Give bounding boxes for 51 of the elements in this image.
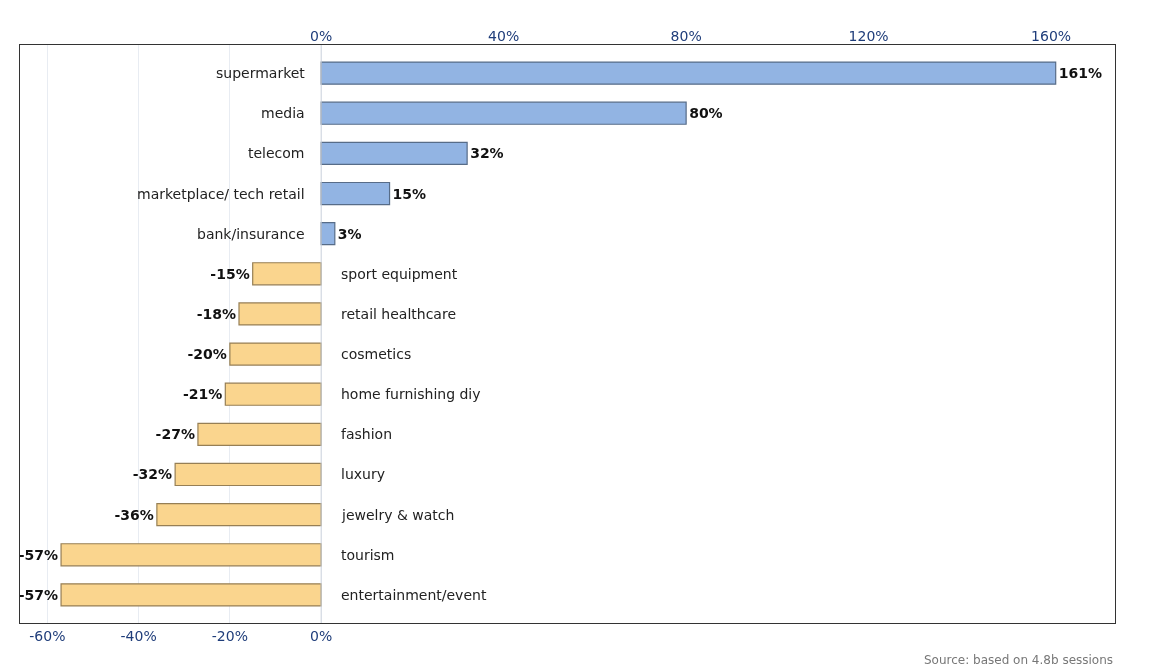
data-label: -21%	[182, 386, 223, 403]
data-label: -36%	[114, 506, 154, 523]
y-tick-label: luxury	[341, 466, 385, 482]
y-tick-label: cosmetics	[341, 346, 412, 362]
bar	[174, 462, 322, 487]
bar	[320, 101, 687, 125]
bar	[320, 141, 468, 166]
x-tick-label: -40%	[120, 627, 157, 644]
y-tick-label: telecom	[248, 145, 305, 161]
y-tick-label: media	[261, 105, 305, 121]
bar	[156, 502, 322, 527]
data-label: -27%	[155, 426, 195, 443]
data-label: -20%	[187, 346, 227, 363]
data-label: 32%	[470, 145, 504, 162]
y-tick-label: bank/insurance	[197, 226, 305, 242]
bar	[197, 422, 322, 446]
x2-tick-label: 120%	[848, 28, 889, 45]
data-label: -18%	[196, 305, 236, 322]
x2-tick-label: 160%	[1031, 28, 1072, 45]
x2-tick-label: 0%	[310, 28, 333, 45]
bar	[224, 382, 322, 406]
data-label: 80%	[689, 105, 723, 122]
y-tick-label: entertainment/event	[341, 587, 487, 603]
x2-tick-label: 40%	[488, 28, 520, 45]
y-tick-label: marketplace/ tech retail	[137, 186, 305, 202]
bar	[238, 302, 322, 326]
bar	[229, 342, 322, 366]
bar	[320, 181, 391, 206]
y-tick-label: sport equipment	[341, 266, 458, 282]
y-tick-label: tourism	[341, 547, 395, 563]
data-label: 3%	[337, 225, 362, 242]
bar	[252, 262, 322, 286]
x2-tick-label: 80%	[670, 28, 702, 45]
data-label: -15%	[210, 265, 250, 282]
source-note: Source: based on 4.8b sessions	[924, 653, 1114, 667]
data-label: 161%	[1058, 65, 1102, 82]
x-tick-label: -20%	[211, 627, 248, 644]
data-label: 15%	[392, 185, 427, 202]
y-tick-label: fashion	[341, 426, 393, 442]
x-tick-label: 0%	[310, 627, 333, 644]
y-tick-label: home furnishing diy	[341, 386, 481, 402]
data-label: -57%	[18, 586, 59, 603]
bar	[60, 583, 322, 607]
data-label: -57%	[18, 546, 59, 563]
y-tick-label: jewelry & watch	[341, 507, 455, 523]
x-tick-label: -60%	[29, 627, 66, 644]
y-tick-label: retail healthcare	[341, 306, 457, 322]
y-tick-label: supermarket	[216, 65, 306, 81]
data-label: -32%	[132, 466, 173, 483]
bar	[320, 61, 1057, 85]
bar	[60, 543, 322, 567]
